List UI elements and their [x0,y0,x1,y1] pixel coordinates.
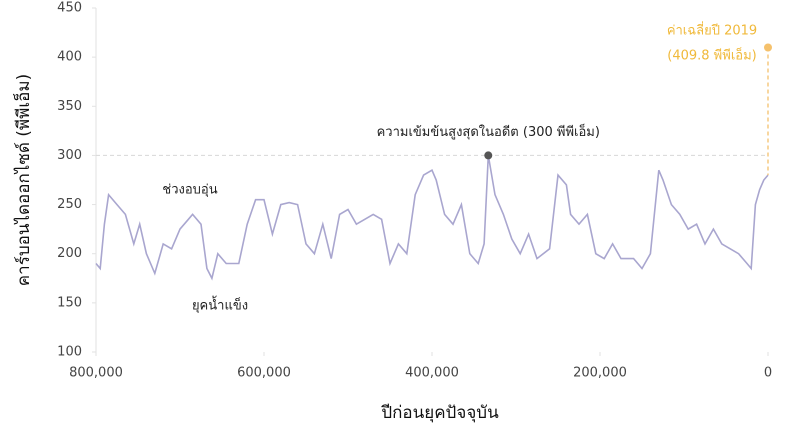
x-axis-title: ปีก่อนยุคปัจจุบัน [380,403,499,423]
current-point [764,43,772,52]
y-axis-title: คาร์บอนไดออกไซด์ (พีพีเอ็ม) [12,74,34,286]
x-tick-label: 800,000 [69,366,123,381]
peak-point [484,151,493,160]
annotation: ยุคน้ำแข็ง [192,296,248,314]
current-label: ค่าเฉลี่ยปี 2019 [667,22,757,39]
y-tick-label: 400 [57,50,82,65]
x-tick-label: 400,000 [405,366,459,381]
data-line [95,155,769,281]
y-tick-label: 100 [57,345,82,360]
annotation: ช่วงอบอุ่น [162,183,217,198]
y-tick-label: 300 [57,148,82,163]
peak-label: ความเข้มข้นสูงสุดในอดีต (300 พีพีเอ็ม) [377,122,600,140]
x-tick-label: 200,000 [573,366,627,381]
y-tick-label: 200 [57,246,82,261]
x-tick-label: 600,000 [237,366,291,381]
y-tick-label: 450 [57,1,82,16]
y-tick-label: 150 [57,295,82,310]
current-label: (409.8 พีพีเอ็ม) [667,46,756,64]
y-tick-label: 350 [57,99,82,114]
y-tick-label: 250 [57,197,82,212]
x-tick-label: 0 [764,366,772,381]
